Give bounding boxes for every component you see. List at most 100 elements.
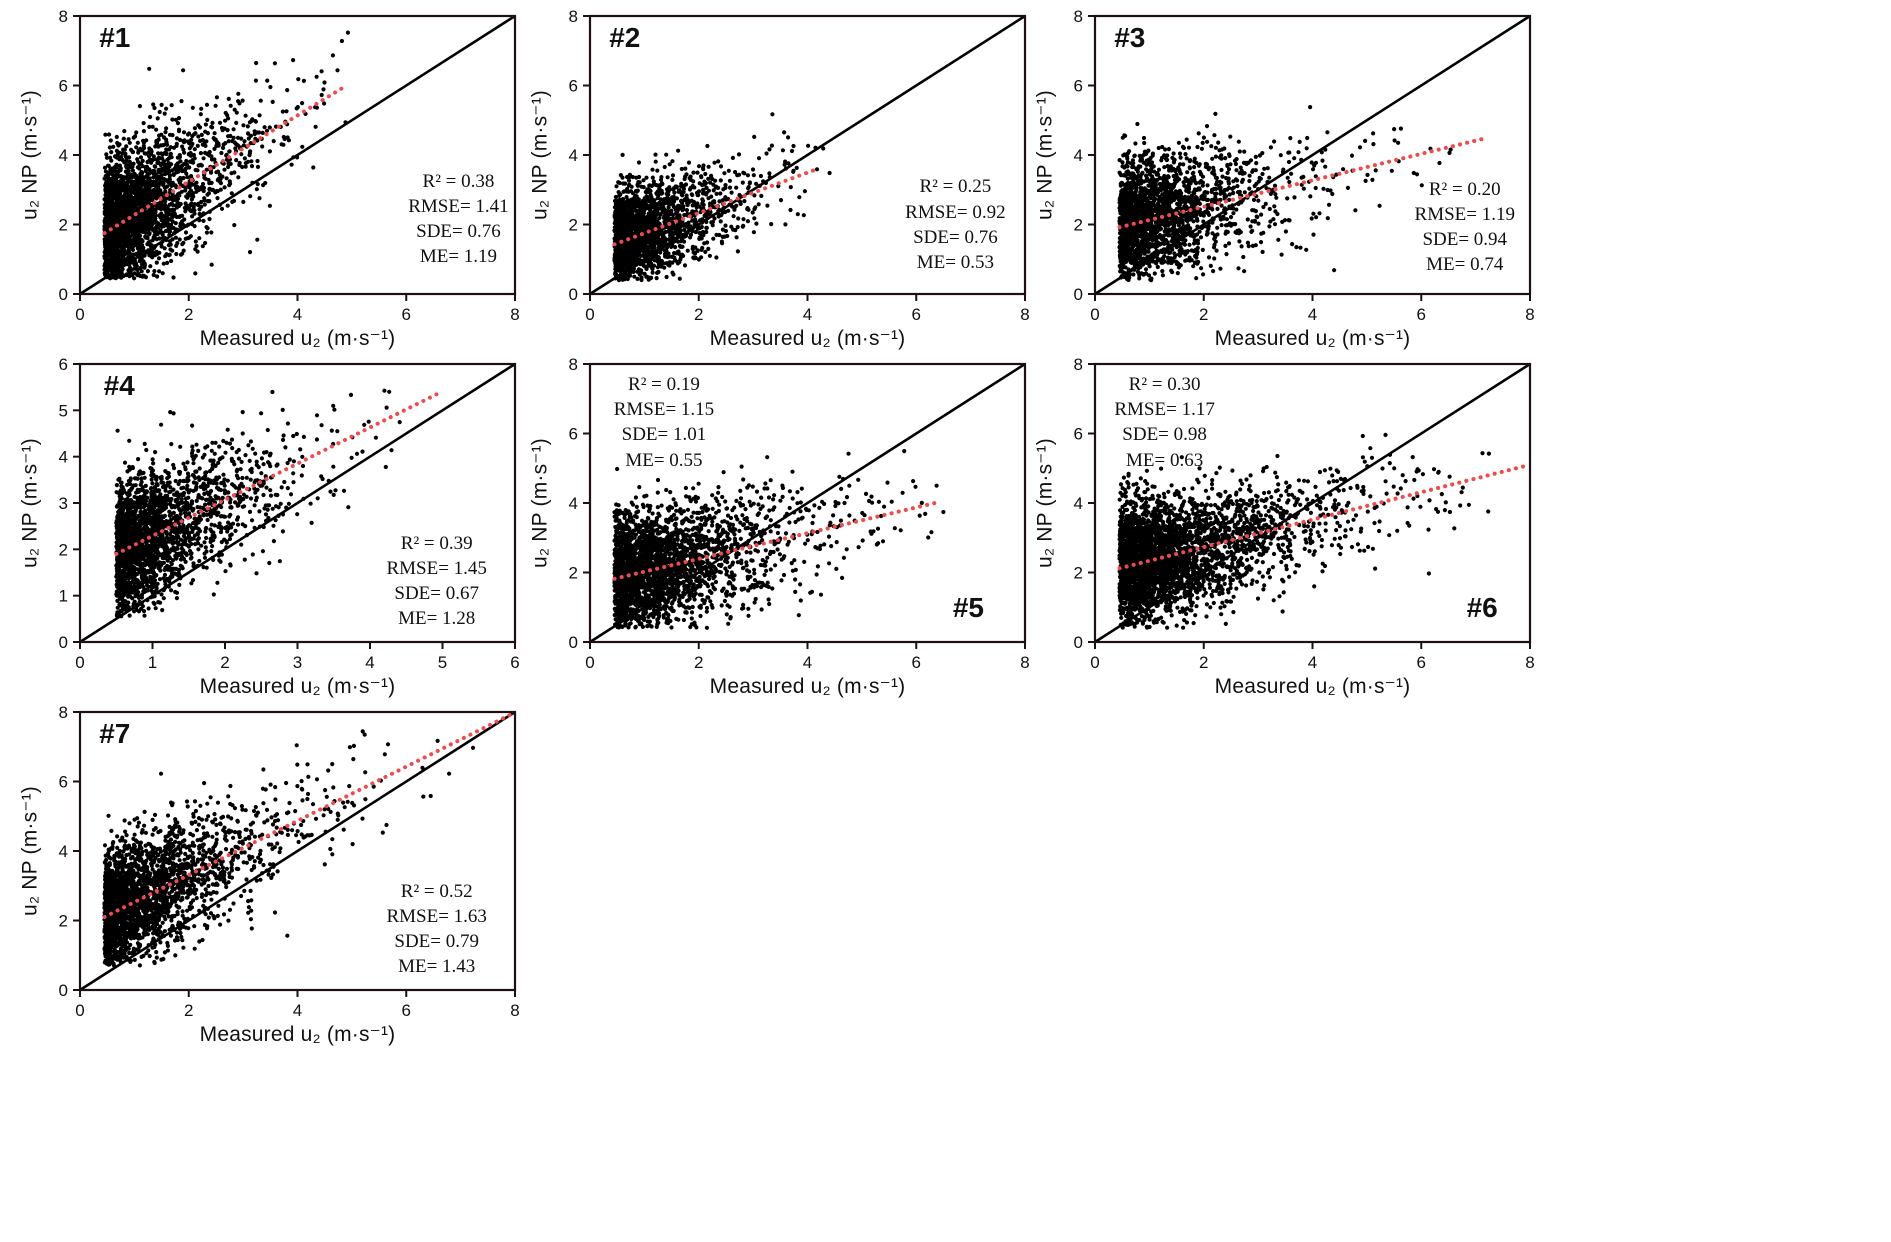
stat-rmse: RMSE= 1.45	[386, 557, 487, 579]
x-axis-label: Measured u₂ (m·s⁻¹)	[199, 675, 396, 698]
stat-me: ME= 0.53	[916, 251, 994, 273]
x-tick-label: 6	[1417, 305, 1426, 324]
x-tick-label: 8	[510, 305, 519, 324]
stat-r2: R² = 0.52	[400, 880, 473, 902]
y-tick-label: 1	[59, 587, 68, 606]
y-tick-label: 8	[59, 703, 68, 722]
trend-line	[102, 85, 346, 236]
stat-sde: SDE= 0.76	[913, 226, 998, 248]
y-tick-label: 5	[59, 401, 68, 420]
panel-label: #7	[99, 717, 131, 749]
stat-rmse: RMSE= 0.92	[905, 201, 1006, 223]
y-tick-label: 6	[569, 77, 578, 96]
y-tick-label: 2	[569, 216, 578, 235]
stat-me: ME= 1.19	[419, 246, 498, 268]
scatter-points	[612, 112, 832, 283]
stat-sde: SDE= 0.94	[1422, 229, 1508, 251]
scatter-plot: 0 2 4 6 8 0 2 4 6 8	[59, 7, 520, 324]
scatter-points	[114, 388, 402, 619]
x-axis-label: Measured u₂ (m·s⁻¹)	[1214, 675, 1411, 698]
x-tick-label: 8	[1525, 653, 1534, 672]
identity-line	[589, 362, 1026, 644]
y-tick-label: 4	[59, 146, 68, 165]
y-tick-label: 3	[59, 494, 68, 513]
x-tick-label: 0	[585, 305, 594, 324]
stat-r2: R² = 0.20	[1428, 179, 1501, 201]
x-axis-label: Measured u₂ (m·s⁻¹)	[709, 675, 906, 698]
y-tick-label: 6	[59, 773, 68, 792]
y-tick-label: 6	[1074, 425, 1083, 444]
trend-line	[612, 166, 821, 247]
identity-line	[79, 14, 516, 296]
scatter-plot: 0 2 4 6 8 0 2 4 6 8	[1074, 7, 1535, 324]
panel-label: #1	[99, 21, 131, 53]
x-tick-label: 4	[293, 305, 302, 324]
panel-label: #3	[1114, 21, 1146, 53]
stats-block: R² = 0.38 RMSE= 1.41 SDE= 0.76 ME= 1.19	[408, 169, 508, 269]
y-tick-label: 8	[1074, 355, 1083, 374]
x-axis-label: Measured u₂ (m·s⁻¹)	[199, 1023, 396, 1046]
y-tick-label: 0	[59, 981, 68, 1000]
x-tick-label: 2	[184, 305, 193, 324]
stat-r2: R² = 0.19	[628, 374, 700, 396]
x-tick-label: 0	[585, 653, 594, 672]
y-tick-label: 0	[59, 633, 68, 652]
x-tick-label: 2	[220, 653, 229, 672]
scatter-plot: 0 1 2 3 4 5 6 0 1 2 3 4 5 6	[59, 355, 520, 672]
x-tick-label: 4	[1308, 653, 1317, 672]
y-tick-label: 0	[569, 285, 578, 304]
x-tick-label: 1	[148, 653, 157, 672]
stat-sde: SDE= 0.76	[416, 221, 501, 243]
scatter-plot: 0 2 4 6 8 0 2 4 6 8	[59, 703, 520, 1020]
stat-sde: SDE= 0.79	[394, 930, 479, 952]
y-tick-label: 4	[59, 448, 68, 467]
stat-rmse: RMSE= 1.19	[1414, 204, 1515, 226]
scatter-points	[102, 30, 351, 281]
identity-line	[1094, 362, 1531, 644]
x-axis-label: Measured u₂ (m·s⁻¹)	[199, 327, 396, 350]
y-tick-label: 6	[1074, 77, 1083, 96]
scatter-plot: 0 2 4 6 8 0 2 4 6 8	[569, 7, 1030, 324]
identity-line	[589, 14, 1026, 296]
x-tick-label: 0	[75, 305, 84, 324]
stats-block: R² = 0.39 RMSE= 1.45 SDE= 0.67 ME= 1.28	[386, 531, 486, 631]
x-axis-label: Measured u₂ (m·s⁻¹)	[1214, 327, 1411, 350]
y-tick-label: 4	[569, 494, 578, 513]
stat-sde: SDE= 0.67	[394, 582, 479, 604]
x-tick-label: 8	[1020, 653, 1029, 672]
y-tick-label: 2	[569, 564, 578, 583]
y-tick-label: 2	[1074, 216, 1083, 235]
stat-rmse: RMSE= 1.15	[613, 399, 715, 421]
x-tick-label: 4	[803, 305, 812, 324]
x-tick-label: 6	[510, 653, 519, 672]
stat-me: ME= 1.43	[398, 956, 476, 978]
x-tick-label: 8	[1020, 305, 1029, 324]
scatter-points	[612, 449, 946, 630]
x-tick-label: 6	[402, 305, 411, 324]
x-tick-label: 2	[694, 305, 703, 324]
x-tick-label: 8	[510, 1001, 519, 1020]
x-axis-label: Measured u₂ (m·s⁻¹)	[709, 327, 906, 350]
x-tick-label: 4	[365, 653, 374, 672]
panel-label: #6	[1466, 591, 1498, 623]
stat-rmse: RMSE= 1.63	[386, 905, 487, 927]
identity-line	[1094, 14, 1531, 296]
panel-label: #4	[103, 369, 135, 401]
stat-r2: R² = 0.38	[422, 170, 495, 192]
stat-r2: R² = 0.25	[919, 176, 992, 198]
trend-line	[102, 713, 512, 920]
identity-line	[79, 362, 516, 644]
x-tick-label: 0	[1090, 653, 1099, 672]
y-tick-label: 0	[1074, 633, 1083, 652]
x-tick-label: 2	[694, 653, 703, 672]
scatter-points	[1117, 105, 1453, 283]
stats-block: R² = 0.20 RMSE= 1.19 SDE= 0.94 ME= 0.74	[1415, 177, 1515, 277]
y-tick-label: 2	[1074, 564, 1083, 583]
x-tick-label: 0	[75, 1001, 84, 1020]
